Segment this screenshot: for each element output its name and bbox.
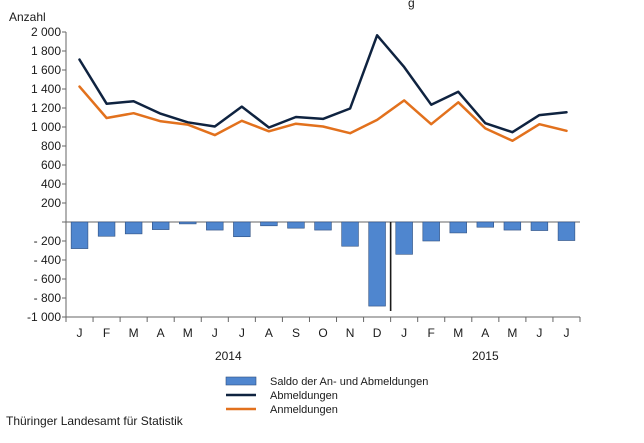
x-tick-label: M bbox=[507, 326, 517, 340]
saldo-bar bbox=[557, 221, 576, 241]
year-label: 2015 bbox=[472, 349, 499, 363]
abmeldungen-line bbox=[78, 34, 568, 134]
saldo-bar bbox=[395, 221, 413, 255]
x-tick-label: A bbox=[265, 326, 273, 340]
y-tick-label: 200 bbox=[41, 196, 61, 210]
saldo-bar bbox=[422, 221, 440, 242]
y-tick-label: 800 bbox=[41, 139, 61, 153]
x-tick-label: M bbox=[453, 326, 463, 340]
saldo-bar bbox=[476, 221, 495, 228]
x-tick-label: S bbox=[292, 326, 300, 340]
saldo-bar bbox=[287, 221, 305, 229]
y-tick-label: 1 400 bbox=[31, 82, 61, 96]
y-tick-label: -1 000 bbox=[27, 310, 61, 324]
y-axis-label: Anzahl bbox=[9, 10, 46, 24]
saldo-bar bbox=[233, 221, 251, 238]
saldo-bar bbox=[151, 221, 170, 230]
y-tick-label: - 400 bbox=[34, 253, 62, 267]
x-tick-label: D bbox=[373, 326, 382, 340]
saldo-bar bbox=[314, 221, 332, 231]
year-label: 2014 bbox=[215, 349, 242, 363]
x-tick-label: J bbox=[563, 326, 569, 340]
saldo-bar bbox=[341, 221, 359, 247]
y-tick-label: 1 800 bbox=[31, 44, 61, 58]
chart-title-fragment: g bbox=[408, 0, 415, 10]
y-tick-label: 1 200 bbox=[31, 101, 61, 115]
legend-label: Abmeldungen bbox=[270, 390, 338, 402]
x-tick-label: N bbox=[346, 326, 355, 340]
anmeldungen-line bbox=[78, 85, 568, 143]
x-tick-label: J bbox=[77, 326, 83, 340]
saldo-bar bbox=[260, 221, 278, 227]
x-tick-label: A bbox=[481, 326, 489, 340]
x-tick-label: J bbox=[401, 326, 407, 340]
saldo-bar bbox=[70, 221, 89, 249]
y-tick-label: - 200 bbox=[34, 234, 62, 248]
x-tick-label: J bbox=[536, 326, 542, 340]
x-tick-label: J bbox=[212, 326, 218, 340]
legend-label: Anmeldungen bbox=[270, 404, 338, 416]
y-tick-label: 1 000 bbox=[31, 120, 61, 134]
x-tick-label: J bbox=[239, 326, 245, 340]
y-tick-label: - 600 bbox=[34, 272, 62, 286]
y-tick-label: - 800 bbox=[34, 291, 62, 305]
y-tick-label: 1 600 bbox=[31, 63, 61, 77]
saldo-bar bbox=[368, 221, 386, 307]
saldo-bar bbox=[179, 221, 197, 225]
x-tick-label: F bbox=[428, 326, 435, 340]
saldo-bar bbox=[503, 221, 522, 231]
legend-label: Saldo der An- und Abmeldungen bbox=[270, 376, 428, 388]
x-tick-label: F bbox=[103, 326, 110, 340]
y-tick-label: 2 000 bbox=[31, 25, 61, 39]
saldo-bar bbox=[97, 221, 116, 237]
source-label: Thüringer Landesamt für Statistik bbox=[6, 414, 183, 428]
legend-swatch-bar bbox=[225, 376, 257, 386]
saldo-bar bbox=[124, 221, 143, 235]
saldo-bar bbox=[206, 221, 224, 231]
y-tick-label: 600 bbox=[41, 158, 61, 172]
x-tick-label: A bbox=[157, 326, 165, 340]
saldo-bar bbox=[530, 221, 549, 231]
y-tick-label: 400 bbox=[41, 177, 61, 191]
x-tick-label: M bbox=[183, 326, 193, 340]
saldo-bar bbox=[449, 221, 467, 234]
x-tick-label: O bbox=[318, 326, 327, 340]
x-tick-label: M bbox=[129, 326, 139, 340]
